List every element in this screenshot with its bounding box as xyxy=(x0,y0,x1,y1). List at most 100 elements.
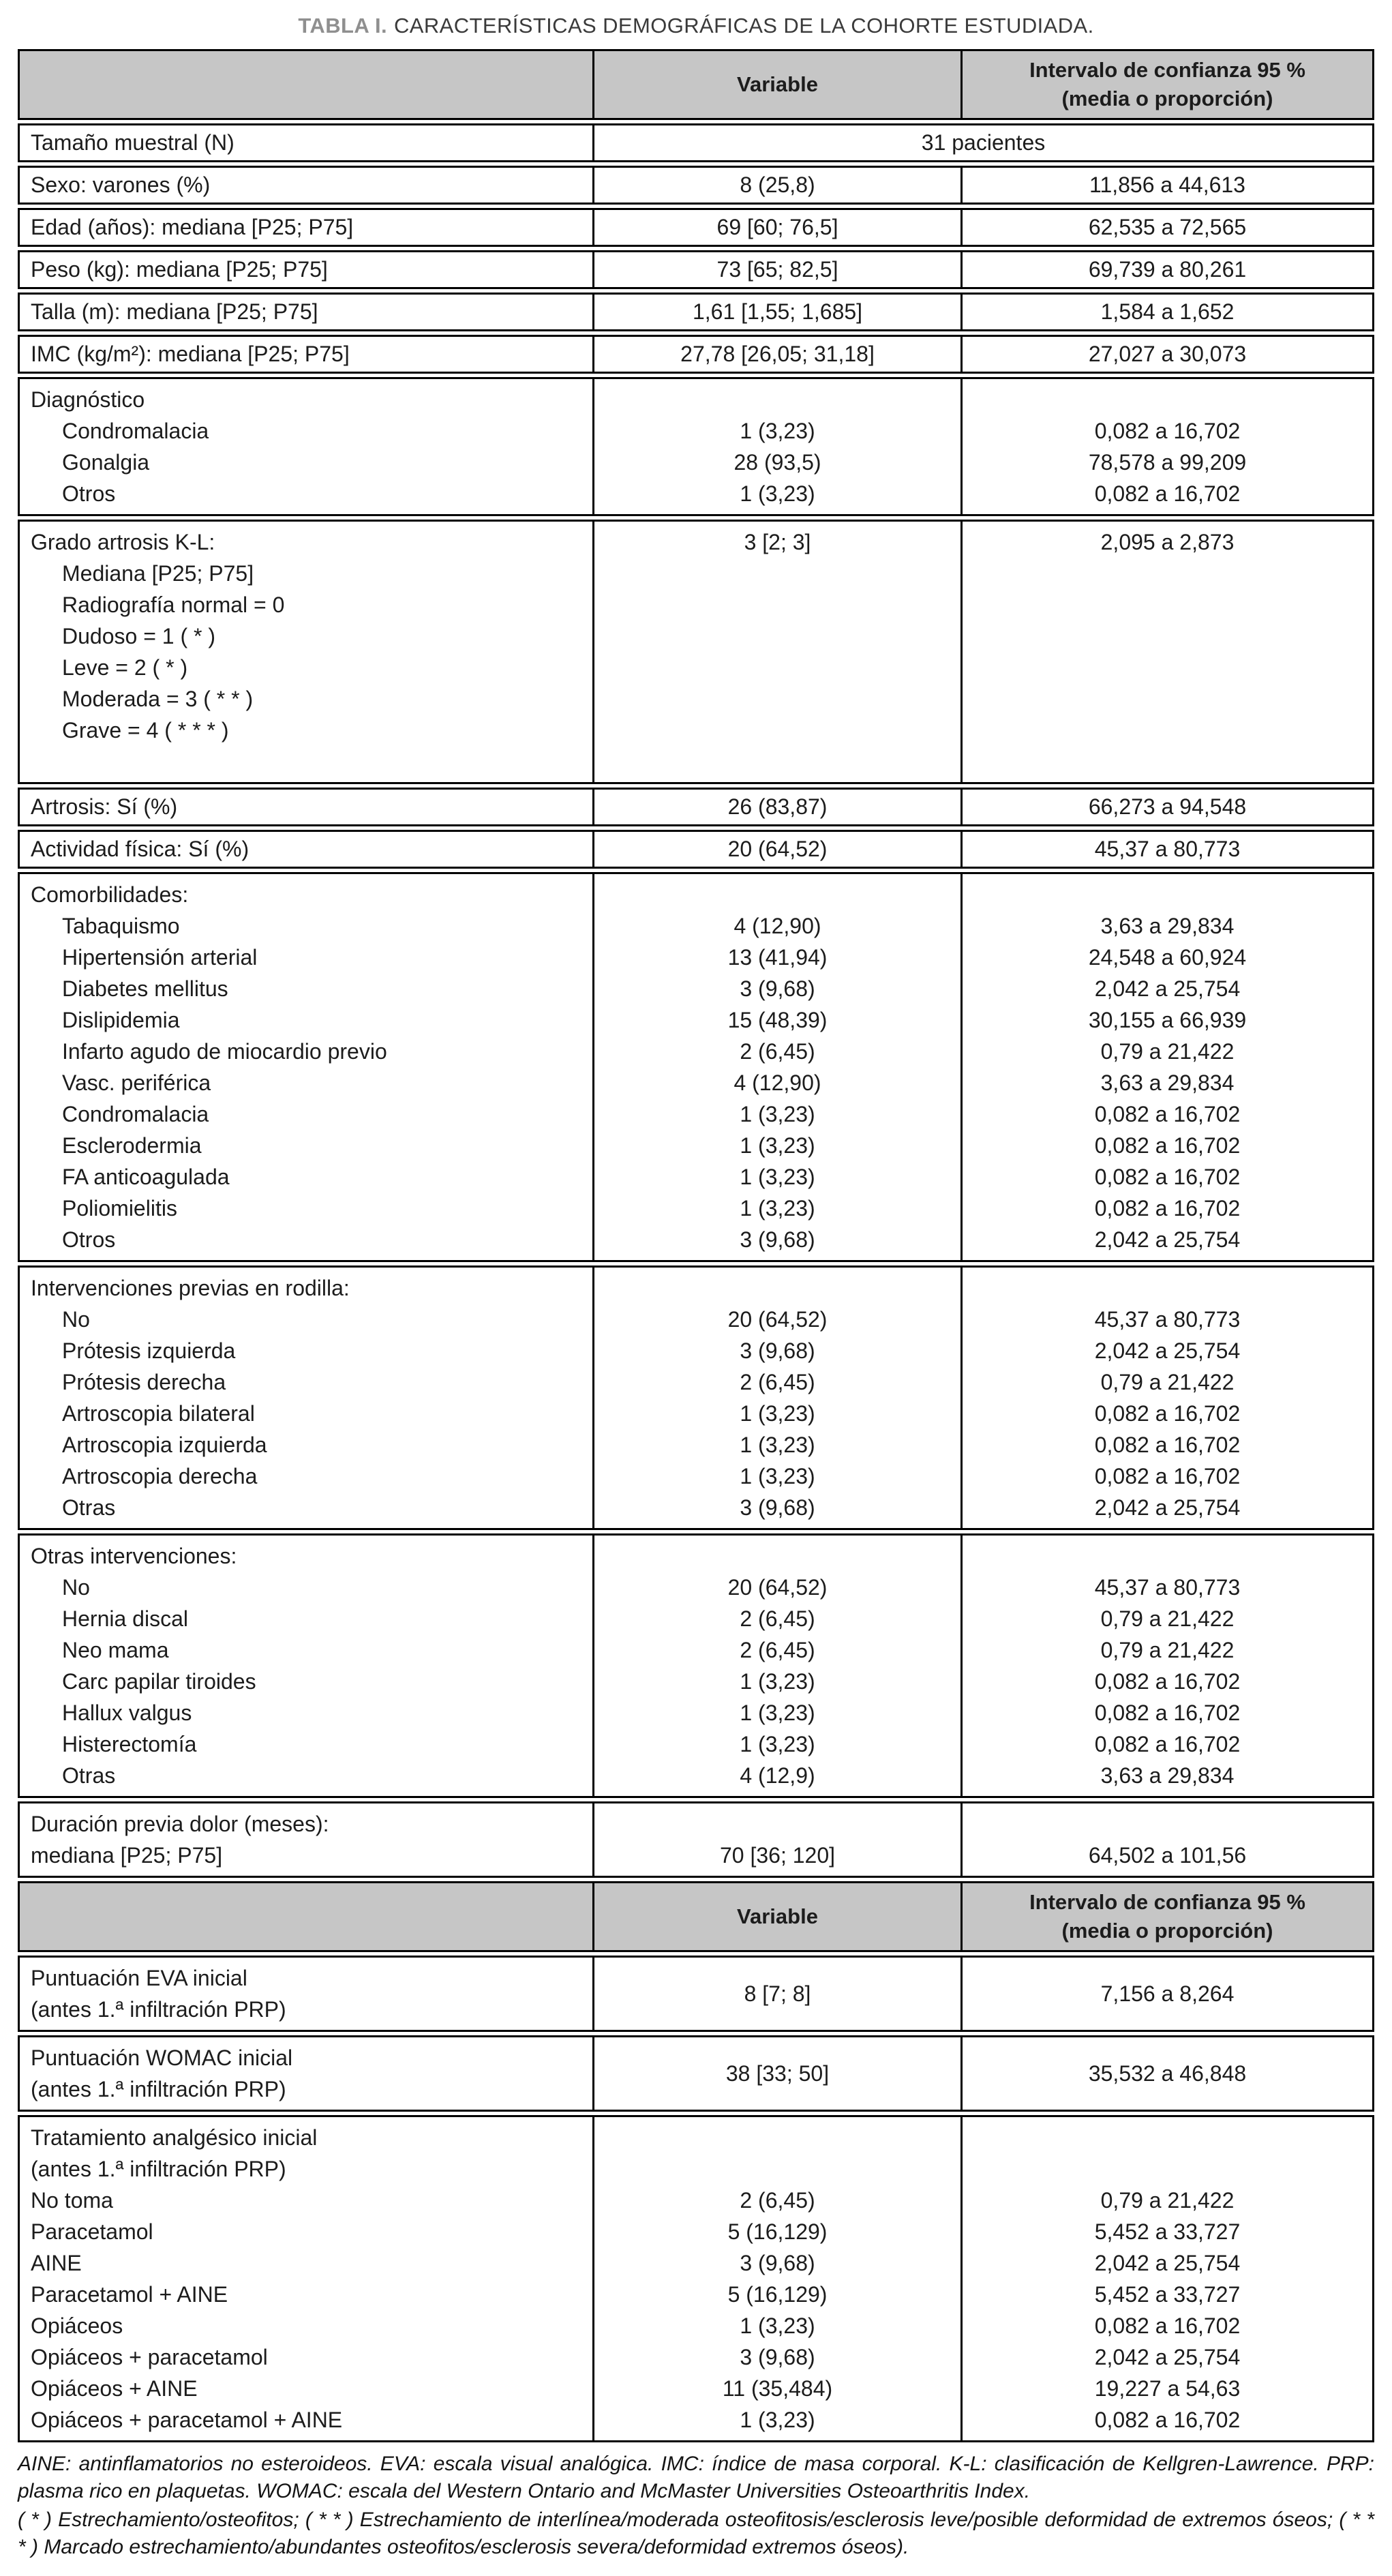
row-label-line: Comorbilidades: xyxy=(31,882,189,907)
row-value: 73 [65; 82,5] xyxy=(594,250,963,289)
row-label-line: Otros xyxy=(62,1227,116,1252)
row-labels: Comorbilidades: Tabaquismo Hipertensión ar… xyxy=(18,872,594,1262)
row-ci-line: 0,082 a 16,702 xyxy=(1094,2313,1241,2338)
row-label-line: Poliomielitis xyxy=(62,1196,177,1220)
row-ci-line xyxy=(973,589,1361,620)
row-label-line: Mediana [P25; P75] xyxy=(62,561,254,586)
row-label-line: Carc papilar tiroides xyxy=(62,1669,256,1694)
row-label-line: (antes 1.ª infiltración PRP) xyxy=(31,2077,286,2101)
row-value-line xyxy=(605,384,950,415)
row-value-line: 20 (64,52) xyxy=(727,1307,828,1332)
row-label-line: Artroscopia bilateral xyxy=(62,1401,255,1426)
row-value-line: 2 (6,45) xyxy=(740,1606,815,1631)
row-value: 38 [33; 50] xyxy=(594,2035,963,2112)
row-ci-line: 0,082 a 16,702 xyxy=(1094,419,1241,443)
row-label-line: Otras intervenciones: xyxy=(31,1544,237,1568)
row-value-line: 3 (9,68) xyxy=(740,1227,815,1252)
row-ci-line xyxy=(973,652,1361,683)
row-value-line: 1 (3,23) xyxy=(740,1401,815,1426)
row-label-line: FA anticoagulada xyxy=(62,1165,230,1189)
row-ci-line: 0,082 a 16,702 xyxy=(1094,1701,1241,1725)
row-cis: 45,37 a 80,773 2,042 a 25,754 0,79 a 21,42… xyxy=(963,1265,1374,1530)
row-label-line: Dislipidemia xyxy=(62,1008,180,1032)
row-value-line: 1 (3,23) xyxy=(740,419,815,443)
row-ci-line: 64,502 a 101,56 xyxy=(1088,1843,1247,1868)
row-value-line: 70 [36; 120] xyxy=(719,1843,836,1868)
row-value-line: 1 (3,23) xyxy=(740,481,815,506)
row-ci-line xyxy=(973,384,1361,415)
row-label-line: Grado artrosis K-L: xyxy=(31,530,215,554)
row-ci-line xyxy=(973,2153,1361,2185)
header-variable-label: Variable xyxy=(737,72,818,96)
header-variable-label: Variable xyxy=(737,1904,818,1928)
row-label-line: (antes 1.ª infiltración PRP) xyxy=(31,1997,286,2022)
table-row: IMC (kg/m²): mediana [P25; P75] 27,78 [26… xyxy=(18,335,1374,374)
row-label-line: Otros xyxy=(62,481,116,506)
row-label: Peso (kg): mediana [P25; P75] xyxy=(18,250,594,289)
row-value-line: 3 (9,68) xyxy=(740,1495,815,1520)
row-value-line: 1 (3,23) xyxy=(740,1133,815,1158)
table-row: Tamaño muestral (N) 31 pacientes xyxy=(18,123,1374,162)
row-label-line: Infarto agudo de miocardio previo xyxy=(62,1039,387,1064)
row-ci-line: 19,227 a 54,63 xyxy=(1094,2376,1241,2401)
row-ci-line: 0,082 a 16,702 xyxy=(1094,1196,1241,1220)
row-value-line: 2 (6,45) xyxy=(740,1370,815,1394)
row-value-line xyxy=(605,652,950,683)
row-label-line: Dudoso = 1 ( * ) xyxy=(62,624,215,648)
row-value-line: 1 (3,23) xyxy=(740,2313,815,2338)
row-label-line: No xyxy=(62,1307,90,1332)
row-labels: Diagnóstico Condromalacia Gonalgia Otros xyxy=(18,377,594,516)
table-two-body: Puntuación EVA inicial (antes 1.ª infiltr… xyxy=(18,1956,1374,2442)
row-value-line: 1 (3,23) xyxy=(740,1196,815,1220)
row-value-line: 1 (3,23) xyxy=(740,2408,815,2432)
row-ci: 69,739 a 80,261 xyxy=(963,250,1374,289)
row-value-line xyxy=(605,879,950,910)
row-label-line: Diagnóstico xyxy=(31,387,145,412)
row-ci-line xyxy=(973,683,1361,715)
row-ci: 27,027 a 30,073 xyxy=(963,335,1374,374)
row-ci-line: 0,79 a 21,422 xyxy=(1100,1606,1235,1631)
row-label-line: Grave = 4 ( * * * ) xyxy=(62,718,229,743)
header-ci-line2: (media o proporción) xyxy=(1061,87,1273,110)
row-ci: 45,37 a 80,773 xyxy=(963,830,1374,869)
row-label-line: (antes 1.ª infiltración PRP) xyxy=(31,2157,286,2181)
row-value-line xyxy=(605,683,950,715)
row-labels: Grado artrosis K-L: Mediana [P25; P75] Rad… xyxy=(18,520,594,784)
row-labels: Puntuación EVA inicial (antes 1.ª infiltr… xyxy=(18,1956,594,2032)
row-value-line: 1 (3,23) xyxy=(740,1165,815,1189)
header-ci-cell: Intervalo de confianza 95 % (media o pro… xyxy=(963,49,1374,120)
row-label-line: Prótesis izquierda xyxy=(62,1338,236,1363)
row-label-line: Paracetamol xyxy=(31,2219,153,2244)
row-value-line: 1 (3,23) xyxy=(740,1701,815,1725)
header-variable-cell: Variable xyxy=(594,1881,963,1952)
row-label-line: Condromalacia xyxy=(62,1102,209,1126)
row-label-line: Leve = 2 ( * ) xyxy=(62,655,188,680)
row-ci-line: 5,452 a 33,727 xyxy=(1094,2219,1241,2244)
row-label: IMC (kg/m²): mediana [P25; P75] xyxy=(18,335,594,374)
row-ci-line: 2,042 a 25,754 xyxy=(1094,1495,1241,1520)
row-ci-line: 45,37 a 80,773 xyxy=(1094,1307,1241,1332)
header-ci-line1: Intervalo de confianza 95 % xyxy=(1029,1890,1305,1914)
row-values: 4 (12,90) 13 (41,94) 3 (9,68) 15 (48,39) 2 (… xyxy=(594,872,963,1262)
row-cis: 2,095 a 2,873 xyxy=(963,520,1374,784)
row-ci-line: 0,082 a 16,702 xyxy=(1094,1732,1241,1756)
row-label: Actividad física: Sí (%) xyxy=(18,830,594,869)
header-variable-cell: Variable xyxy=(594,49,963,120)
row-ci-line: 0,082 a 16,702 xyxy=(1094,1133,1241,1158)
row-label-line: Opiáceos + AINE xyxy=(31,2376,198,2401)
row-label-line: Gonalgia xyxy=(62,450,150,475)
row-label-line: Condromalacia xyxy=(62,419,209,443)
header-ci-line1: Intervalo de confianza 95 % xyxy=(1029,58,1305,82)
row-label-line: Artroscopia izquierda xyxy=(62,1433,267,1457)
row-value-line xyxy=(605,2153,950,2185)
row-label: Edad (años): mediana [P25; P75] xyxy=(18,208,594,247)
table-row: Tratamiento analgésico inicial (antes 1.ª… xyxy=(18,2115,1374,2442)
row-value-line: 5 (16,129) xyxy=(727,2219,828,2244)
row-ci-line: 0,082 a 16,702 xyxy=(1094,1464,1241,1488)
footnote-kl-grades: ( * ) Estrechamiento/osteofitos; ( * * )… xyxy=(18,2508,1374,2558)
table-footnotes: AINE: antinflamatorios no esteroideos. E… xyxy=(18,2451,1374,2561)
table-row: Sexo: varones (%) 8 (25,8) 11,856 a 44,613 xyxy=(18,166,1374,205)
row-ci: 1,584 a 1,652 xyxy=(963,293,1374,331)
row-ci-line: 2,042 a 25,754 xyxy=(1094,1338,1241,1363)
row-ci-line: 0,79 a 21,422 xyxy=(1100,1638,1235,1662)
